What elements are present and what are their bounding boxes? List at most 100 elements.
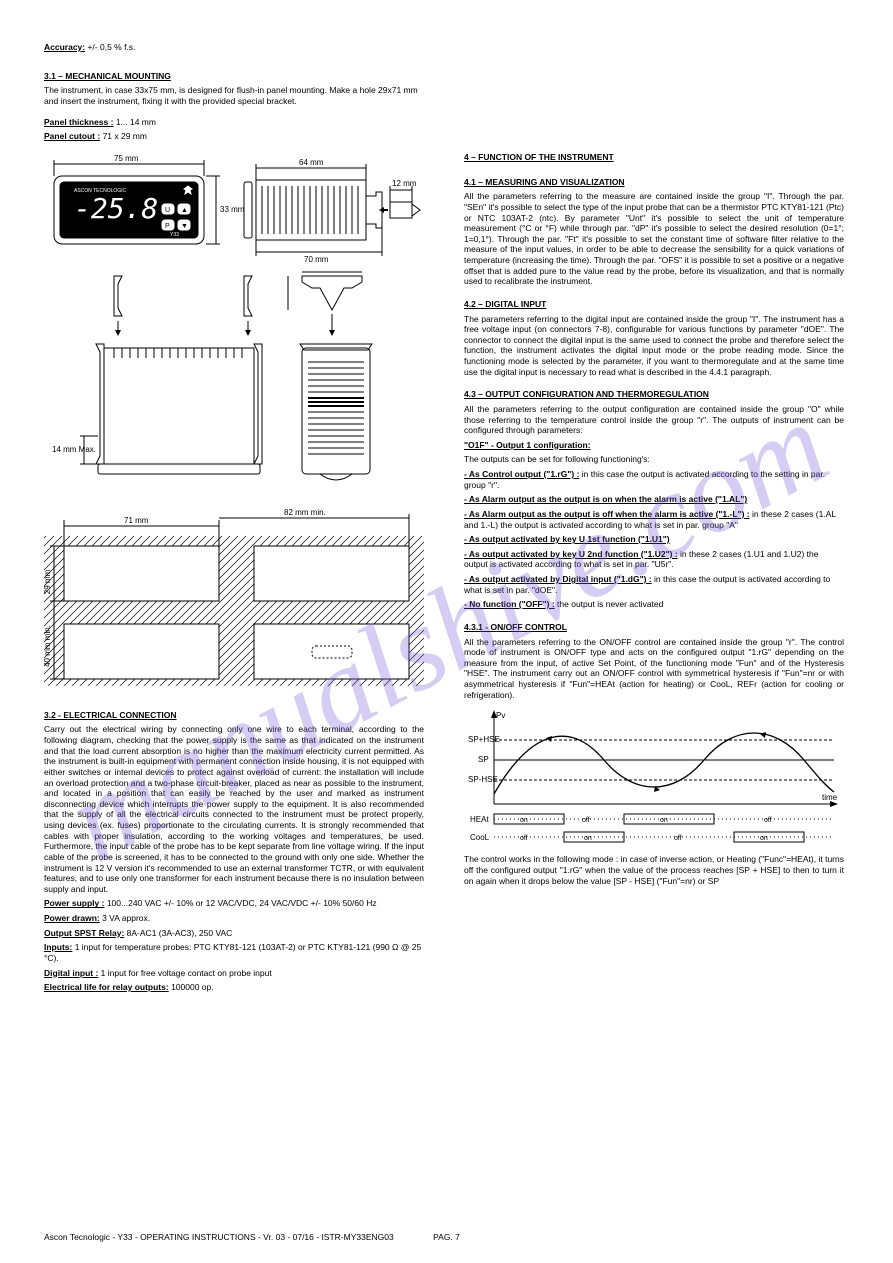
right-column: 4 – FUNCTION OF THE INSTRUMENT 4.1 – MEA… bbox=[464, 42, 844, 997]
svg-text:on: on bbox=[584, 835, 592, 842]
o1f-item-6-text: the output is never activated bbox=[555, 599, 664, 609]
inputs-head: Inputs: bbox=[44, 942, 72, 952]
svg-text:-25.8: -25.8 bbox=[74, 192, 158, 225]
svg-text:ASCON TECNOLOGIC: ASCON TECNOLOGIC bbox=[74, 188, 127, 194]
dim-33: 33 mm bbox=[220, 205, 245, 214]
o1f-item-5-tag: - As output activated by Digital input (… bbox=[464, 574, 652, 584]
inputs-text: 1 input for temperature probes: PTC KTY8… bbox=[44, 942, 421, 963]
elec-conn-body: Carry out the electrical wiring by conne… bbox=[44, 724, 424, 894]
accuracy-line: Accuracy: +/- 0,5 % f.s. bbox=[44, 42, 424, 53]
life-head: Electrical life for relay outputs: bbox=[44, 982, 169, 992]
digital-head: 4.2 – DIGITAL INPUT bbox=[464, 299, 546, 309]
panel-cutout-figure: 71 mm 82 mm min. 29 mm 40 mm min. bbox=[44, 506, 424, 696]
svg-text:SP: SP bbox=[478, 755, 489, 764]
o1f-item-3-tag: - As output activated by key U 1st funct… bbox=[464, 534, 670, 544]
life-text: 100000 op. bbox=[169, 982, 214, 992]
dim-82min: 82 mm min. bbox=[284, 508, 326, 517]
meas-head: 4.1 – MEASURING AND VISUALIZATION bbox=[464, 177, 625, 187]
o1f-head: "O1F" - Output 1 configuration: bbox=[464, 440, 591, 450]
accuracy-head: Accuracy: bbox=[44, 42, 85, 52]
svg-text:▲: ▲ bbox=[181, 207, 188, 214]
left-column: Accuracy: +/- 0,5 % f.s. 3.1 – MECHANICA… bbox=[44, 42, 424, 997]
o1f-item-0-tag: - As Control output ("1.rG") : bbox=[464, 469, 579, 479]
o1f-item-6-tag: - No function ("OFF") : bbox=[464, 599, 555, 609]
svg-text:off: off bbox=[520, 835, 528, 842]
dim-71: 71 mm bbox=[124, 516, 149, 525]
dim-14max: 14 mm Max. bbox=[52, 445, 96, 454]
o1f-headline: "O1F" - Output 1 configuration: bbox=[464, 440, 844, 451]
svg-text:U: U bbox=[165, 207, 170, 214]
svg-text:CooL: CooL bbox=[470, 833, 490, 842]
out-relay-head: Output SPST Relay: bbox=[44, 928, 124, 938]
o1f-item-4: - As output activated by key U 2nd funct… bbox=[464, 549, 844, 570]
svg-text:▼: ▼ bbox=[181, 223, 188, 230]
dim-29: 29 mm bbox=[44, 569, 52, 594]
svg-text:time: time bbox=[822, 793, 838, 802]
power-supply-line: Power supply : 100...240 VAC +/- 10% or … bbox=[44, 898, 424, 909]
dim-75: 75 mm bbox=[114, 154, 139, 163]
meas-body: All the parameters referring to the meas… bbox=[464, 191, 844, 287]
section4-title: 4 – FUNCTION OF THE INSTRUMENT bbox=[464, 152, 614, 162]
accuracy-text: +/- 0,5 % f.s. bbox=[85, 42, 135, 52]
power-supply-head: Power supply : bbox=[44, 898, 104, 908]
control-body: All the parameters referring to the ON/O… bbox=[464, 637, 844, 701]
svg-text:off: off bbox=[582, 817, 590, 824]
panel-cutout-head: Panel cutout : bbox=[44, 131, 100, 141]
out-relay-text: 8A-AC1 (3A-AC3), 250 VAC bbox=[124, 928, 232, 938]
inputs-line: Inputs: 1 input for temperature probes: … bbox=[44, 942, 424, 963]
page-number: PAG. 7 bbox=[433, 1232, 460, 1243]
diginput-line: Digital input : 1 input for free voltage… bbox=[44, 968, 424, 979]
o1f-item-5: - As output activated by Digital input (… bbox=[464, 574, 844, 595]
mech-mount-block: 3.1 – MECHANICAL MOUNTING bbox=[44, 71, 424, 82]
dimension-figure-front-side: -25.8 ASCON TECNOLOGIC U ▲ P ▼ Y33 bbox=[44, 146, 424, 266]
panel-cutout-line: Panel cutout : 71 x 29 mm bbox=[44, 131, 424, 142]
svg-text:Pv: Pv bbox=[496, 711, 505, 720]
control-headline: 4.3.1 - ON/OFF CONTROL bbox=[464, 622, 844, 633]
dim-12: 12 mm bbox=[392, 179, 417, 188]
digital-headline: 4.2 – DIGITAL INPUT bbox=[464, 299, 844, 310]
elec-conn-head-block: 3.2 - ELECTRICAL CONNECTION bbox=[44, 710, 424, 721]
out-relay-line: Output SPST Relay: 8A-AC1 (3A-AC3), 250 … bbox=[44, 928, 424, 939]
svg-text:SP+HSE: SP+HSE bbox=[468, 735, 500, 744]
dim-70: 70 mm bbox=[304, 255, 329, 264]
life-line: Electrical life for relay outputs: 10000… bbox=[44, 982, 424, 993]
svg-text:off: off bbox=[764, 817, 772, 824]
meas-headline: 4.1 – MEASURING AND VISUALIZATION bbox=[464, 177, 844, 188]
svg-text:off: off bbox=[674, 835, 682, 842]
dimension-figure-brackets: 14 mm Max. bbox=[44, 266, 424, 506]
panel-thick-head: Panel thickness : bbox=[44, 117, 113, 127]
dim-64: 64 mm bbox=[299, 158, 324, 167]
panel-cutout-text: 71 x 29 mm bbox=[100, 131, 147, 141]
svg-text:on: on bbox=[520, 817, 528, 824]
o1f-item-2: - As Alarm output as the output is off w… bbox=[464, 509, 844, 530]
configs-head: 4.3 – OUTPUT CONFIGURATION AND THERMOREG… bbox=[464, 389, 709, 399]
o1f-item-1-tag: - As Alarm output as the output is on wh… bbox=[464, 494, 747, 504]
o1f-item-4-tag: - As output activated by key U 2nd funct… bbox=[464, 549, 678, 559]
o1f-item-0: - As Control output ("1.rG") : in this c… bbox=[464, 469, 844, 490]
svg-text:HEAt: HEAt bbox=[470, 815, 489, 824]
diginput-text: 1 input for free voltage contact on prob… bbox=[98, 968, 271, 978]
digital-body: The parameters referring to the digital … bbox=[464, 314, 844, 378]
power-draw-line: Power drawn: 3 VA approx. bbox=[44, 913, 424, 924]
svg-text:on: on bbox=[660, 817, 668, 824]
control-caption: The control works in the following mode … bbox=[464, 854, 844, 886]
dim-40min: 40 mm min. bbox=[44, 625, 52, 667]
o1f-item-1: - As Alarm output as the output is on wh… bbox=[464, 494, 844, 505]
page-body: Accuracy: +/- 0,5 % f.s. 3.1 – MECHANICA… bbox=[44, 42, 849, 997]
footer-id: Ascon Tecnologic - Y33 - OPERATING INSTR… bbox=[44, 1232, 394, 1243]
o1f-item-2-tag: - As Alarm output as the output is off w… bbox=[464, 509, 750, 519]
o1f-item-3: - As output activated by key U 1st funct… bbox=[464, 534, 844, 545]
diginput-head: Digital input : bbox=[44, 968, 98, 978]
svg-text:SP-HSE: SP-HSE bbox=[468, 775, 498, 784]
mech-mount-body: The instrument, in case 33x75 mm, is des… bbox=[44, 85, 424, 106]
svg-text:on: on bbox=[760, 835, 768, 842]
onoff-control-diagram: SP+HSE SP SP-HSE Pv time HEAt off on on … bbox=[464, 704, 844, 854]
control-head: 4.3.1 - ON/OFF CONTROL bbox=[464, 622, 567, 632]
power-supply-text: 100...240 VAC +/- 10% or 12 VAC/VDC, 24 … bbox=[104, 898, 376, 908]
o1f-item-6: - No function ("OFF") : the output is ne… bbox=[464, 599, 844, 610]
o1f-intro: The outputs can be set for following fun… bbox=[464, 454, 844, 465]
section4-head: 4 – FUNCTION OF THE INSTRUMENT bbox=[464, 152, 844, 163]
elec-conn-head: 3.2 - ELECTRICAL CONNECTION bbox=[44, 710, 177, 720]
panel-thick-line: Panel thickness : 1... 14 mm bbox=[44, 117, 424, 128]
svg-text:P: P bbox=[165, 223, 170, 230]
